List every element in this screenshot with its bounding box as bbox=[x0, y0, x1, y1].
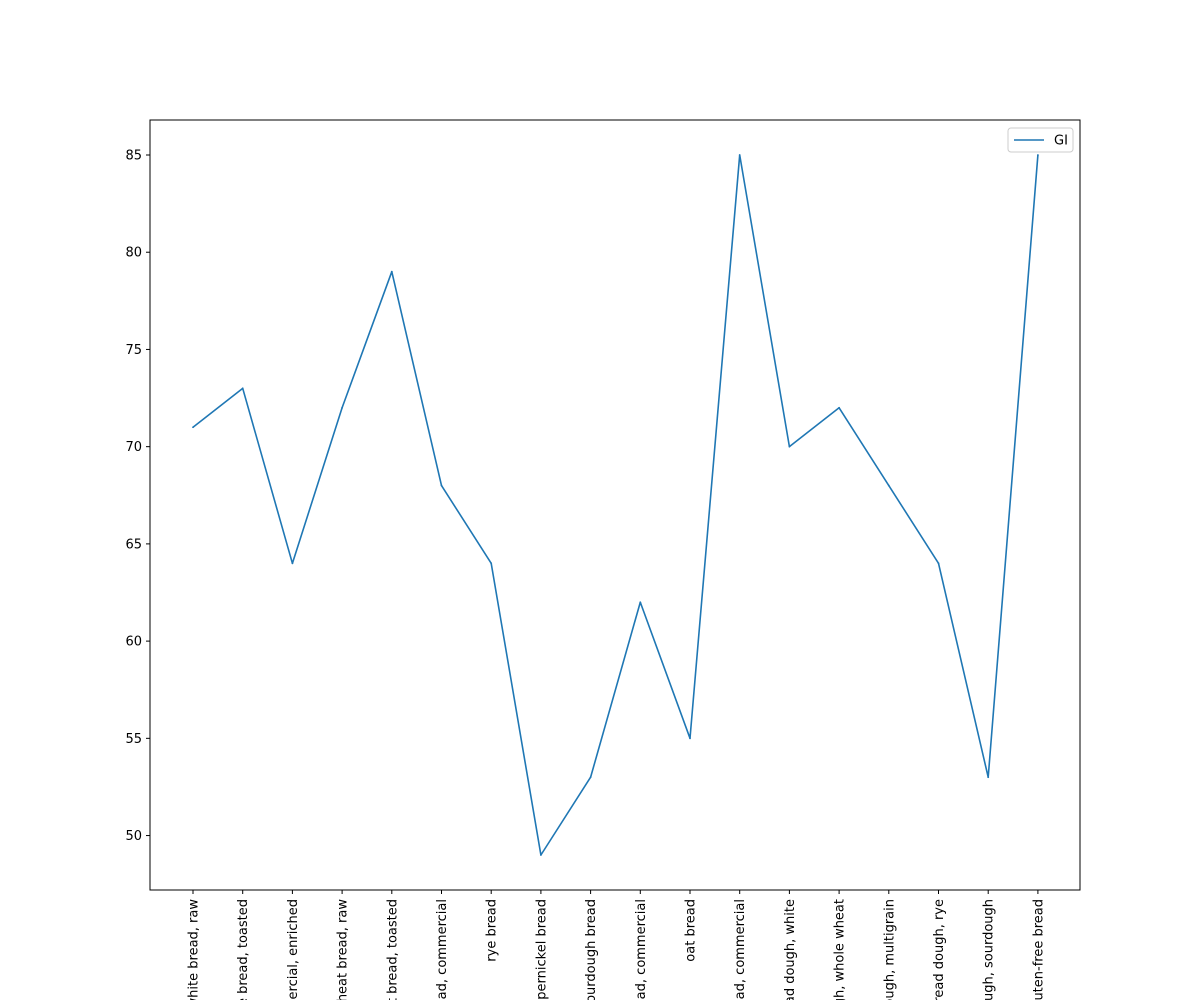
data-point bbox=[987, 776, 990, 779]
y-tick-label: 80 bbox=[125, 246, 142, 261]
x-tick-label: dough, whole wheat bbox=[833, 899, 848, 1000]
data-point bbox=[689, 737, 691, 740]
x-tick-label: gluten-free bread bbox=[1031, 899, 1046, 1000]
y-tick-label: 55 bbox=[125, 732, 142, 747]
data-point bbox=[937, 562, 940, 565]
data-point bbox=[639, 601, 642, 604]
x-tick-label: bread dough, white bbox=[783, 899, 798, 1000]
x-tick-label: oat bread bbox=[684, 899, 699, 962]
series-line-gi bbox=[192, 154, 1039, 856]
plot-area-frame bbox=[149, 119, 1081, 891]
data-point bbox=[540, 854, 542, 856]
data-point bbox=[291, 562, 294, 565]
x-tick-label: bread, commercial bbox=[435, 899, 450, 1000]
x-tick-label: bread, commercial bbox=[733, 899, 748, 1000]
data-point bbox=[788, 445, 791, 448]
data-point bbox=[887, 484, 890, 487]
y-tick-label: 75 bbox=[125, 343, 142, 358]
x-tick-label: white bread, toasted bbox=[236, 899, 251, 1000]
x-tick-label: wheat bread, toasted bbox=[385, 899, 400, 1000]
legend-label: GI bbox=[1054, 134, 1068, 149]
y-tick-label: 65 bbox=[125, 537, 142, 552]
data-point bbox=[838, 406, 840, 409]
data-point bbox=[490, 562, 493, 565]
data-point bbox=[390, 270, 393, 273]
legend: GI bbox=[1007, 127, 1074, 153]
x-tick-label: sourdough bread bbox=[584, 899, 599, 1000]
data-point bbox=[440, 484, 443, 487]
y-tick-label: 60 bbox=[125, 635, 142, 650]
x-tick-label: dough, sourdough bbox=[982, 899, 997, 1000]
y-tick-label: 85 bbox=[125, 149, 142, 164]
x-tick-label: wheat bread, raw bbox=[336, 899, 351, 1000]
data-point bbox=[341, 406, 343, 409]
data-point bbox=[589, 776, 592, 779]
x-tick-label: bread, commercial bbox=[634, 899, 649, 1000]
data-point bbox=[738, 154, 741, 156]
data-point bbox=[192, 426, 194, 429]
data-point bbox=[241, 387, 244, 390]
y-tick-label: 50 bbox=[125, 829, 142, 844]
x-tick-label: bread dough, rye bbox=[932, 899, 947, 1000]
x-tick-label: white bread, raw bbox=[187, 899, 202, 1000]
x-tick-label: commercial, enriched bbox=[286, 899, 301, 1000]
y-tick-label: 70 bbox=[125, 440, 142, 455]
x-tick-label: pumpernickel bread bbox=[534, 899, 549, 1000]
x-tick-label: dough, multigrain bbox=[882, 899, 897, 1000]
data-point bbox=[1037, 154, 1039, 156]
x-tick-label: rye bread bbox=[485, 899, 500, 962]
